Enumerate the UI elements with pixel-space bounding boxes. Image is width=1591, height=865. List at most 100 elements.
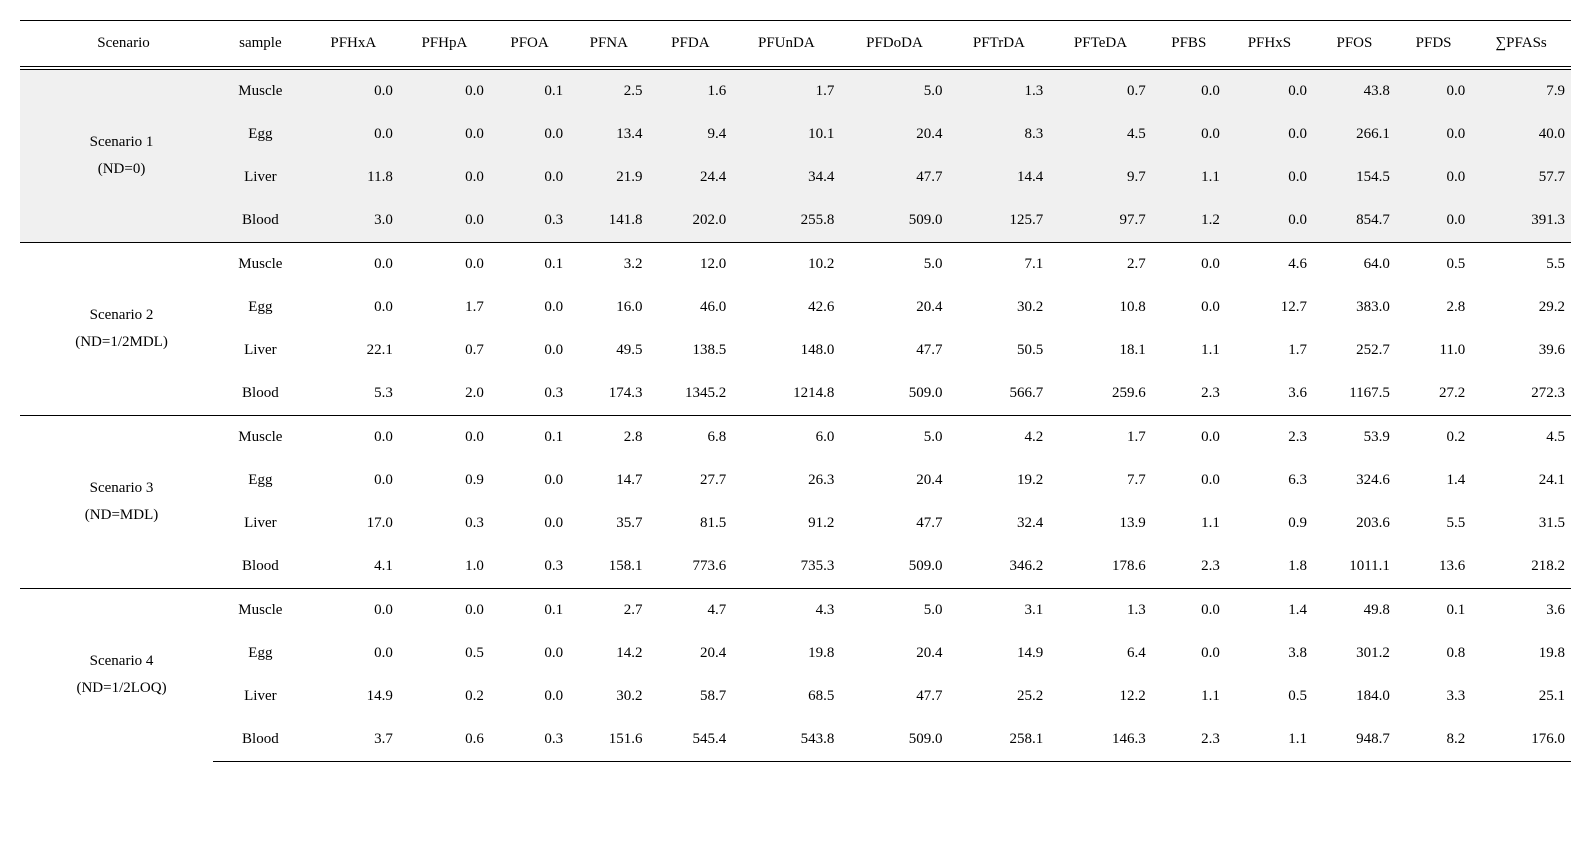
data-cell: 0.3	[490, 545, 569, 589]
data-cell: 266.1	[1313, 113, 1396, 156]
data-cell: 12.7	[1226, 286, 1313, 329]
data-cell: 203.6	[1313, 502, 1396, 545]
scenario-sublabel: (ND=MDL)	[40, 502, 203, 529]
scenario-sublabel: (ND=1/2MDL)	[40, 329, 203, 356]
data-cell: 184.0	[1313, 675, 1396, 718]
data-cell: 20.4	[648, 632, 732, 675]
sample-cell: Blood	[213, 545, 308, 589]
data-cell: 34.4	[732, 156, 840, 199]
table-row: Blood4.11.00.3158.1773.6735.3509.0346.21…	[20, 545, 1571, 589]
data-cell: 14.7	[569, 459, 648, 502]
table-header: Scenario sample PFHxA PFHpA PFOA PFNA PF…	[20, 21, 1571, 67]
data-cell: 0.0	[490, 329, 569, 372]
data-cell: 272.3	[1471, 372, 1571, 416]
data-cell: 0.2	[1396, 416, 1471, 460]
data-cell: 138.5	[648, 329, 732, 372]
data-cell: 543.8	[732, 718, 840, 762]
data-cell: 2.3	[1152, 372, 1226, 416]
data-cell: 27.2	[1396, 372, 1471, 416]
data-cell: 64.0	[1313, 243, 1396, 287]
data-cell: 32.4	[949, 502, 1050, 545]
table-row: Liver22.10.70.049.5138.5148.047.750.518.…	[20, 329, 1571, 372]
data-cell: 0.8	[1396, 632, 1471, 675]
data-cell: 19.8	[1471, 632, 1571, 675]
col-pfhpa: PFHpA	[399, 21, 490, 67]
data-cell: 3.6	[1226, 372, 1313, 416]
sample-cell: Muscle	[213, 589, 308, 633]
data-cell: 0.6	[399, 718, 490, 762]
data-cell: 0.7	[1049, 70, 1152, 114]
data-cell: 47.7	[840, 156, 948, 199]
data-cell: 6.0	[732, 416, 840, 460]
data-cell: 7.9	[1471, 70, 1571, 114]
data-cell: 0.0	[1396, 156, 1471, 199]
data-cell: 0.0	[1396, 199, 1471, 243]
data-cell: 20.4	[840, 632, 948, 675]
data-cell: 14.2	[569, 632, 648, 675]
data-cell: 53.9	[1313, 416, 1396, 460]
scenario-label: Scenario 3	[40, 475, 203, 502]
data-cell: 2.3	[1152, 545, 1226, 589]
scenario-cell: Scenario 3(ND=MDL)	[20, 416, 213, 589]
data-cell: 14.9	[949, 632, 1050, 675]
col-pfbs: PFBS	[1152, 21, 1226, 67]
data-cell: 324.6	[1313, 459, 1396, 502]
data-cell: 0.1	[490, 243, 569, 287]
data-cell: 1.1	[1152, 329, 1226, 372]
data-cell: 0.3	[490, 372, 569, 416]
data-cell: 1.2	[1152, 199, 1226, 243]
data-cell: 18.1	[1049, 329, 1152, 372]
data-cell: 30.2	[569, 675, 648, 718]
col-scenario: Scenario	[20, 21, 213, 67]
data-cell: 91.2	[732, 502, 840, 545]
data-cell: 2.0	[399, 372, 490, 416]
data-cell: 0.0	[490, 459, 569, 502]
sample-cell: Egg	[213, 113, 308, 156]
data-cell: 8.3	[949, 113, 1050, 156]
data-cell: 0.0	[399, 199, 490, 243]
data-cell: 4.5	[1471, 416, 1571, 460]
data-cell: 0.9	[399, 459, 490, 502]
scenario-cell: Scenario 1(ND=0)	[20, 70, 213, 243]
data-cell: 6.4	[1049, 632, 1152, 675]
data-cell: 47.7	[840, 329, 948, 372]
sample-cell: Blood	[213, 372, 308, 416]
data-cell: 4.3	[732, 589, 840, 633]
data-cell: 0.0	[1152, 286, 1226, 329]
data-cell: 35.7	[569, 502, 648, 545]
data-cell: 854.7	[1313, 199, 1396, 243]
data-cell: 1.7	[399, 286, 490, 329]
data-cell: 0.0	[308, 416, 399, 460]
data-cell: 81.5	[648, 502, 732, 545]
data-cell: 0.0	[1152, 113, 1226, 156]
data-cell: 0.0	[490, 113, 569, 156]
data-cell: 6.8	[648, 416, 732, 460]
data-cell: 3.2	[569, 243, 648, 287]
data-cell: 22.1	[308, 329, 399, 372]
table-row: Egg0.00.50.014.220.419.820.414.96.40.03.…	[20, 632, 1571, 675]
data-cell: 174.3	[569, 372, 648, 416]
data-cell: 19.2	[949, 459, 1050, 502]
data-cell: 735.3	[732, 545, 840, 589]
col-pfunda: PFUnDA	[732, 21, 840, 67]
data-cell: 4.2	[949, 416, 1050, 460]
col-sum-pfass: ∑PFASs	[1471, 21, 1571, 67]
table-row: Scenario 4(ND=1/2LOQ)Muscle0.00.00.12.74…	[20, 589, 1571, 633]
col-pfhxs: PFHxS	[1226, 21, 1313, 67]
data-cell: 141.8	[569, 199, 648, 243]
data-cell: 5.0	[840, 589, 948, 633]
table-row: Egg0.00.00.013.49.410.120.48.34.50.00.02…	[20, 113, 1571, 156]
data-cell: 0.5	[1226, 675, 1313, 718]
sample-cell: Muscle	[213, 416, 308, 460]
data-cell: 24.4	[648, 156, 732, 199]
data-cell: 13.6	[1396, 545, 1471, 589]
data-cell: 391.3	[1471, 199, 1571, 243]
data-cell: 176.0	[1471, 718, 1571, 762]
data-cell: 1.7	[1226, 329, 1313, 372]
table-row: Scenario 1(ND=0)Muscle0.00.00.12.51.61.7…	[20, 70, 1571, 114]
data-cell: 0.0	[1226, 199, 1313, 243]
data-cell: 17.0	[308, 502, 399, 545]
data-cell: 218.2	[1471, 545, 1571, 589]
data-cell: 0.0	[1396, 70, 1471, 114]
data-cell: 2.8	[1396, 286, 1471, 329]
